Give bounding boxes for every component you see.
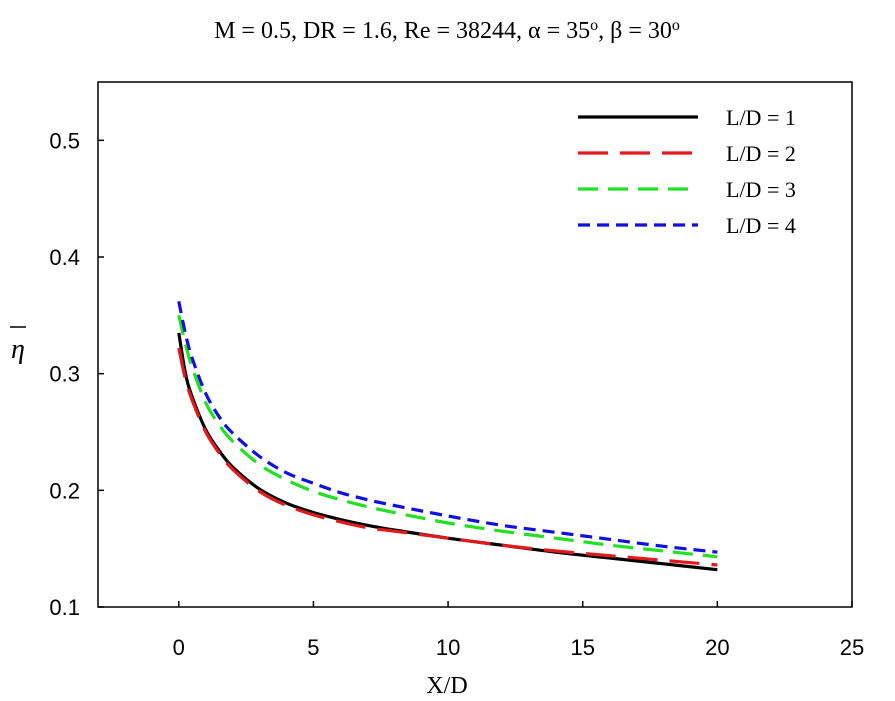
chart-title-part: β = 30 (610, 18, 672, 44)
chart-title-part: o (590, 17, 598, 34)
y-tick-label: 0.5 (49, 128, 80, 153)
legend-label-ld-4: L/D = 4 (726, 213, 796, 238)
x-tick-label: 10 (436, 635, 460, 660)
series-line-ld-2 (177, 347, 718, 567)
y-axis-label: η (11, 334, 25, 365)
series-line-ld-4 (177, 301, 718, 554)
y-axis-label-group: η (10, 326, 26, 365)
chart-title-part: , (598, 18, 610, 44)
x-tick-label: 5 (307, 635, 319, 660)
y-tick-label: 0.4 (49, 245, 80, 270)
chart-title-part: o (672, 17, 680, 34)
chart-title-part: M = 0.5, DR = 1.6, Re = 38244, (214, 18, 528, 44)
x-tick-label: 25 (840, 635, 864, 660)
x-tick-label: 0 (173, 635, 185, 660)
y-axis: 0.1 0.2 0.3 0.4 0.5 (49, 128, 104, 620)
legend-label-ld-3: L/D = 3 (726, 177, 796, 202)
y-tick-label: 0.3 (49, 362, 80, 387)
plot-frame (97, 81, 853, 608)
y-tick-label: 0.2 (49, 478, 80, 503)
y-tick-label: 0.1 (49, 595, 80, 620)
legend-label-ld-1: L/D = 1 (726, 105, 796, 130)
legend-label-ld-2: L/D = 2 (726, 141, 796, 166)
chart-title-part: α = 35 (528, 18, 590, 44)
x-tick-label: 20 (705, 635, 729, 660)
chart-title: M = 0.5, DR = 1.6, Re = 38244, α = 35o, … (214, 17, 680, 45)
series-line-ld-1 (177, 332, 718, 572)
x-axis-label: X/D (426, 673, 467, 699)
x-tick-label: 15 (570, 635, 594, 660)
series-layer (177, 301, 718, 572)
legend: L/D = 1 L/D = 2 L/D = 3 L/D = 4 (578, 105, 796, 238)
x-axis: 0 5 10 15 20 25 (173, 601, 864, 660)
series-line-ld-3 (177, 314, 718, 559)
